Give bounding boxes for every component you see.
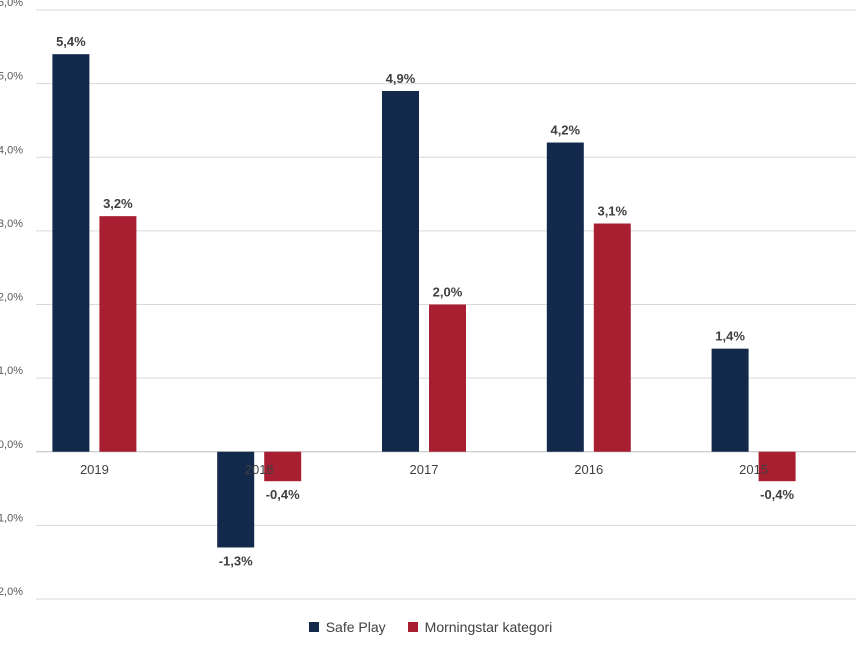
x-category-label: 2015 — [739, 462, 768, 477]
bar[interactable] — [546, 142, 584, 452]
bar[interactable] — [264, 451, 302, 482]
bar[interactable] — [217, 451, 255, 548]
legend-swatch-safe-play — [308, 622, 319, 632]
y-tick-label: 1,0% — [0, 365, 23, 377]
y-tick-label: 6,0% — [0, 0, 23, 9]
legend-swatch-morningstar-kategori — [407, 622, 418, 632]
bar[interactable] — [711, 348, 749, 452]
x-axis-category-labels: 2019 2018 2017 2016 2015 — [80, 462, 768, 477]
data-label: -0,4% — [266, 487, 300, 502]
legend-item-safe-play[interactable]: Safe Play — [308, 619, 386, 635]
data-label: 4,9% — [386, 71, 416, 86]
x-category-label: 2017 — [410, 462, 439, 477]
y-tick-label: 0,0% — [0, 439, 23, 451]
legend-item-morningstar-kategori[interactable]: Morningstar kategori — [407, 619, 553, 635]
x-category-label: 2019 — [80, 462, 109, 477]
y-axis-tick-labels: 6,0% 5,0% 4,0% 3,0% 2,0% 1,0% 0,0% -1,0% -2,0% — [0, 0, 23, 598]
bar[interactable] — [429, 304, 466, 452]
bars — [52, 54, 796, 548]
y-tick-label: 5,0% — [0, 71, 23, 83]
data-label: -1,3% — [219, 553, 253, 568]
data-labels: 5,4% 3,2% -1,3% -0,4% 4,9% 2,0% 4,2% 3,1% 1,4% -0… — [56, 34, 794, 568]
data-label: 1,4% — [715, 329, 745, 344]
y-tick-label: -1,0% — [0, 512, 23, 524]
legend-label-safe-play: Safe Play — [325, 619, 386, 635]
data-label: 2,0% — [433, 285, 463, 300]
x-category-label: 2018 — [245, 462, 274, 477]
y-tick-label: 2,0% — [0, 292, 23, 304]
data-label: 5,4% — [56, 34, 86, 49]
legend-label-morningstar-kategori: Morningstar kategori — [424, 619, 553, 635]
data-label: -0,4% — [760, 487, 794, 502]
y-tick-label: 3,0% — [0, 218, 23, 230]
legend: Safe Play Morningstar kategori — [0, 619, 861, 635]
bar[interactable] — [758, 451, 796, 482]
y-tick-label: 4,0% — [0, 144, 23, 156]
bar[interactable] — [52, 54, 90, 452]
data-label: 3,2% — [103, 196, 133, 211]
x-category-label: 2016 — [574, 462, 603, 477]
y-tick-label: -2,0% — [0, 586, 23, 598]
bar[interactable] — [382, 90, 419, 452]
bar[interactable] — [99, 216, 137, 452]
data-label: 3,1% — [597, 204, 627, 219]
data-label: 4,2% — [550, 123, 580, 138]
bar[interactable] — [593, 223, 631, 452]
